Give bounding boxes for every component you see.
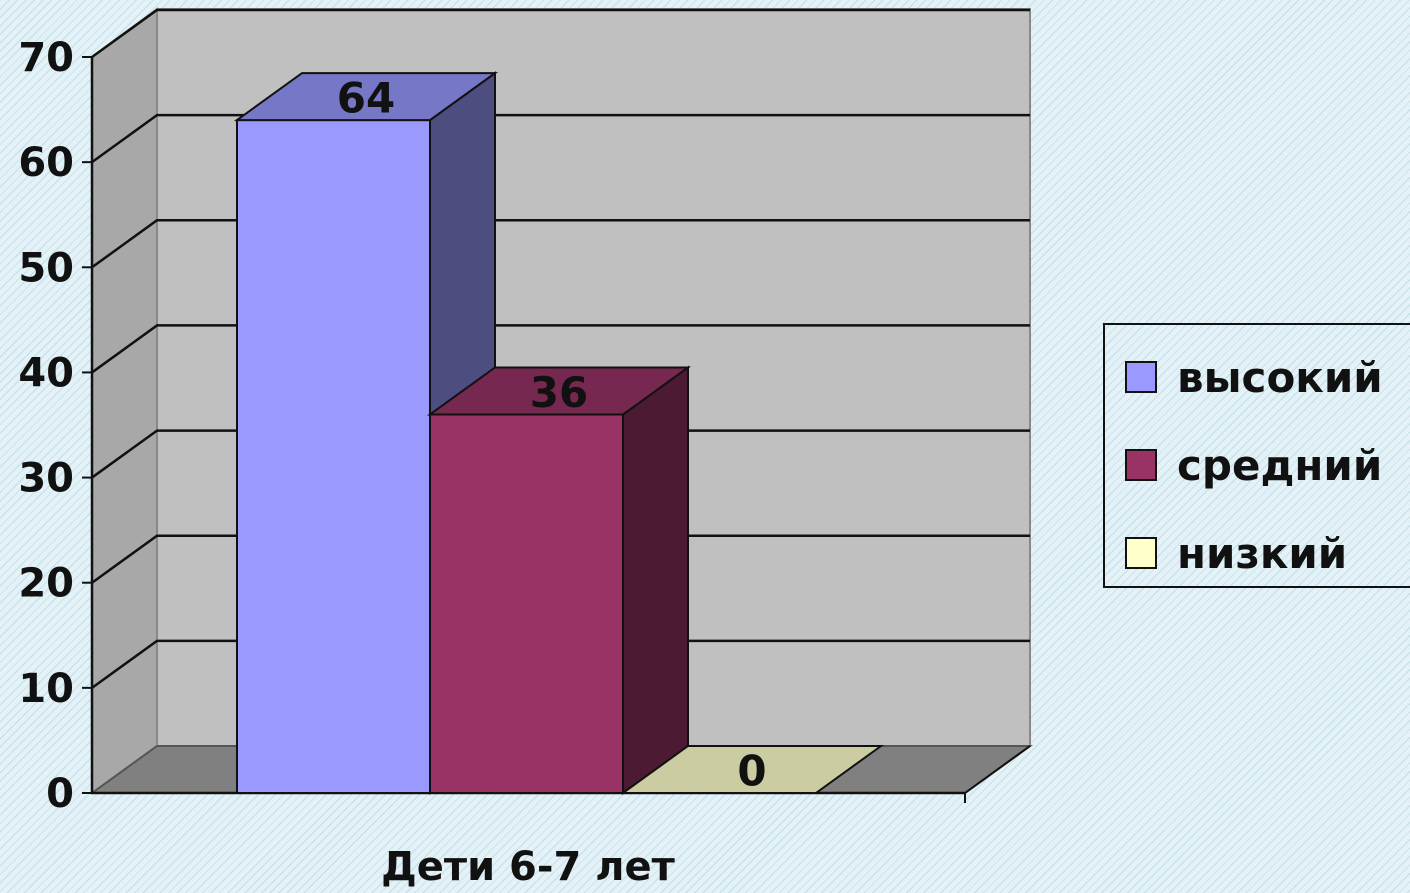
gridline [91, 324, 1030, 374]
y-tick-label: 0 [46, 771, 74, 817]
legend-item-high: высокий [1125, 352, 1383, 402]
legend-swatch-medium [1125, 449, 1157, 481]
legend-swatch-low [1125, 537, 1157, 569]
bar-top-0 [233, 72, 499, 122]
y-tick-label: 50 [18, 245, 74, 291]
bar-side-1 [622, 365, 689, 795]
gridlines [91, 8, 1030, 689]
gridline [91, 639, 1030, 689]
gridline [91, 8, 1030, 59]
legend: высокий средний низкий [1103, 323, 1410, 588]
floor-edge [964, 745, 1031, 794]
legend-label-high: высокий [1177, 352, 1383, 402]
y-tick-label: 30 [18, 456, 74, 502]
data-label-1: 36 [530, 368, 588, 417]
legend-label-low: низкий [1177, 528, 1348, 578]
bar-top-1 [426, 366, 692, 416]
legend-swatch-high [1125, 361, 1157, 393]
bar-1 [429, 413, 624, 794]
bar-0 [236, 119, 431, 795]
gridline [91, 113, 1030, 164]
side-wall [91, 7, 158, 795]
data-label-0: 64 [337, 74, 395, 123]
legend-label-medium: средний [1177, 440, 1383, 490]
gridline [91, 534, 1030, 584]
legend-item-medium: средний [1125, 440, 1382, 490]
legend-item-low: низкий [1125, 528, 1347, 578]
y-tick-label: 70 [18, 35, 74, 81]
bars [233, 71, 885, 795]
data-labels: 64 36 0 [337, 74, 767, 796]
y-tick-label: 10 [18, 666, 74, 712]
y-tick-label: 20 [18, 561, 74, 607]
y-axis: 0 10 20 30 40 50 60 70 [18, 35, 1031, 817]
data-label-2: 0 [737, 747, 766, 796]
bar-top-2 [619, 745, 885, 794]
y-tick-label: 40 [18, 350, 74, 396]
gridline [91, 429, 1030, 479]
gridline [91, 219, 1030, 269]
x-category-label: Дети 6-7 лет [381, 844, 676, 890]
y-tick-label: 60 [18, 140, 74, 186]
